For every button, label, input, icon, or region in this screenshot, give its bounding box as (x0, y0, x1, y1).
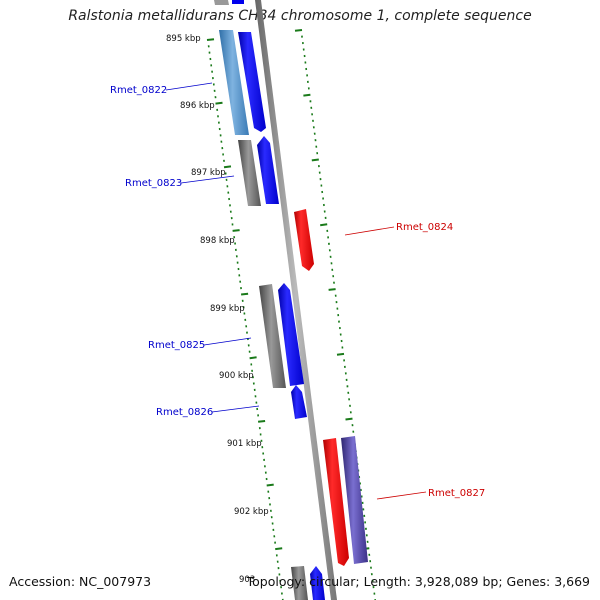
gene-arrow-rmet-0824[interactable] (294, 209, 314, 271)
gene-arrow-rmet-0823[interactable] (257, 136, 279, 204)
tick-label-901: 901 kbp (227, 439, 262, 449)
gene-label-rmet-0825[interactable]: Rmet_0825 (148, 340, 205, 351)
tick-label-899: 899 kbp (210, 304, 245, 314)
feature-gray-top (214, 0, 229, 5)
gene-label-rmet-0826[interactable]: Rmet_0826 (156, 407, 213, 418)
right-tick-major (311, 158, 319, 162)
gene-label-rmet-0824[interactable]: Rmet_0824 (396, 222, 453, 233)
right-tick-major (345, 417, 353, 421)
gene-arrow-bottom (310, 566, 325, 600)
left-tick-major (206, 38, 215, 41)
feature-gray-0823 (238, 140, 261, 206)
gene-arrow-rmet-0822[interactable] (238, 32, 266, 132)
left-tick-major (215, 101, 223, 105)
left-tick-major (223, 165, 232, 169)
tick-label-896: 896 kbp (180, 101, 215, 111)
right-tick-major (303, 93, 311, 97)
right-tick-major (320, 223, 328, 227)
right-tick-major (294, 29, 303, 32)
leader-line-rmet-0822 (165, 82, 213, 91)
tick-label-900: 900 kbp (219, 371, 254, 381)
left-tick-marks (206, 38, 284, 600)
feature-gray-bottom (291, 566, 308, 600)
gene-arrow-rmet-0827[interactable] (323, 438, 349, 566)
left-tick-major (232, 229, 240, 232)
tick-label-897: 897 kbp (191, 168, 226, 178)
left-tick-major (266, 483, 274, 487)
gene-label-rmet-0827[interactable]: Rmet_0827 (428, 488, 485, 499)
leader-line-rmet-0825 (203, 337, 252, 346)
left-tick-major (275, 547, 283, 551)
leader-line-rmet-0823 (180, 175, 235, 184)
chromosome-backbone (255, 0, 337, 600)
left-tick-major (257, 420, 266, 423)
feature-purple-0827 (341, 436, 368, 564)
feature-gray-0825 (259, 284, 286, 388)
leader-line-rmet-0826 (211, 405, 260, 413)
topology-summary: Topology: circular; Length: 3,928,089 bp… (246, 574, 590, 589)
gene-arrow-rmet-0825[interactable] (278, 283, 304, 386)
tick-label-903: 903 (239, 575, 255, 585)
right-tick-major (336, 352, 345, 356)
gene-label-rmet-0823[interactable]: Rmet_0823 (125, 178, 182, 189)
accession-text: Accession: NC_007973 (9, 574, 152, 589)
left-tick-major (249, 356, 257, 360)
left-tick-major (240, 292, 249, 296)
right-tick-major (328, 288, 336, 291)
tick-label-902: 902 kbp (234, 507, 269, 517)
gene-arrow-top (232, 0, 244, 4)
leader-line-rmet-0824 (344, 226, 395, 236)
gene-label-rmet-0822[interactable]: Rmet_0822 (110, 85, 167, 96)
tick-label-895: 895 kbp (166, 34, 201, 44)
leader-line-rmet-0827 (376, 491, 427, 500)
map-title: Ralstonia metallidurans CH34 chromosome … (68, 8, 532, 24)
tick-label-898: 898 kbp (200, 236, 235, 246)
gene-arrow-rmet-0826[interactable] (291, 385, 307, 419)
feature-light-blue-0822 (219, 30, 249, 135)
